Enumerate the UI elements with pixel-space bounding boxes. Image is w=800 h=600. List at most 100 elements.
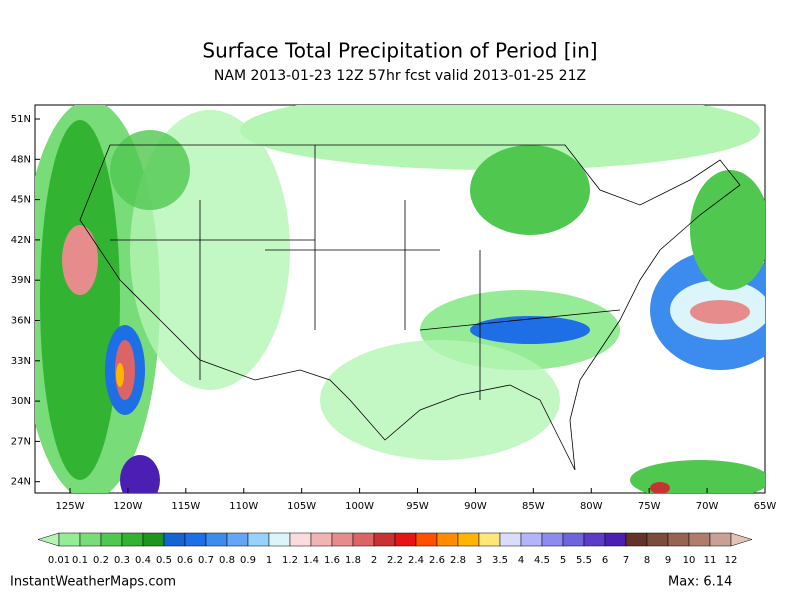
lon-label: 80W <box>580 501 603 512</box>
colorbar-box <box>226 532 249 547</box>
colorbar-label: 2.8 <box>450 555 466 566</box>
colorbar-box <box>436 532 459 547</box>
colorbar-label: 0.3 <box>114 555 130 566</box>
precip-field <box>35 105 765 493</box>
colorbar-label: 0.4 <box>135 555 151 566</box>
max-value: Max: 6.14 <box>668 575 732 590</box>
colorbar-label: 2.6 <box>429 555 445 566</box>
lon-label: 105W <box>287 501 316 512</box>
colorbar-box <box>289 532 312 547</box>
colorbar-box <box>583 532 606 547</box>
colorbar-label: 4.5 <box>534 555 550 566</box>
colorbar-label: 0.01 <box>48 555 70 566</box>
colorbar-label: 1.4 <box>303 555 319 566</box>
colorbar-box <box>79 532 102 547</box>
colorbar-end <box>730 532 753 547</box>
colorbar-box <box>352 532 375 547</box>
colorbar-label: 5.5 <box>576 555 592 566</box>
subtitle: NAM 2013-01-23 12Z 57hr fcst valid 2013-… <box>214 68 586 84</box>
colorbar-label: 7 <box>623 555 629 566</box>
colorbar-label: 12 <box>725 555 738 566</box>
colorbar-box <box>331 532 354 547</box>
colorbar-box <box>457 532 480 547</box>
lat-label: 24N <box>11 477 31 488</box>
borders <box>79 144 741 471</box>
lat-label: 45N <box>11 195 31 206</box>
colorbar-label: 1.8 <box>345 555 361 566</box>
colorbar-label: 2 <box>371 555 377 566</box>
latitude-labels: 51N 48N 45N 42N 39N 36N 33N 30N 27N 24N <box>11 114 40 488</box>
colorbar-label: 9 <box>665 555 671 566</box>
lon-label: 95W <box>406 501 429 512</box>
colorbar-box <box>247 532 270 547</box>
lon-label: 125W <box>56 501 85 512</box>
colorbar-label: 0.7 <box>198 555 214 566</box>
colorbar-box <box>709 532 732 547</box>
lat-label: 36N <box>11 316 31 327</box>
colorbar-label: 8 <box>644 555 650 566</box>
colorbar-box <box>373 532 396 547</box>
lat-label: 30N <box>11 396 31 407</box>
colorbar-label: 0.8 <box>219 555 235 566</box>
colorbar-label: 4 <box>518 555 524 566</box>
lat-label: 27N <box>11 436 31 447</box>
colorbar-box <box>667 532 690 547</box>
colorbar-label: 1.2 <box>282 555 298 566</box>
colorbar-box <box>499 532 522 547</box>
colorbar-label: 11 <box>704 555 717 566</box>
lat-label: 33N <box>11 356 31 367</box>
colorbar-label: 2.2 <box>387 555 403 566</box>
colorbar-label: 0.5 <box>156 555 172 566</box>
colorbar-label: 1 <box>266 555 272 566</box>
lat-label: 42N <box>11 235 31 246</box>
colorbar-end <box>37 532 60 547</box>
colorbar-box <box>541 532 564 547</box>
colorbar-box <box>520 532 543 547</box>
colorbar-box <box>604 532 627 547</box>
colorbar-label: 0.1 <box>72 555 88 566</box>
colorbar-label: 0.2 <box>93 555 109 566</box>
colorbar-box <box>625 532 648 547</box>
lon-label: 110W <box>229 501 258 512</box>
colorbar-box <box>478 532 501 547</box>
lat-label: 51N <box>11 114 31 125</box>
source: InstantWeatherMaps.com <box>10 575 176 590</box>
colorbar-box <box>310 532 333 547</box>
colorbar-box <box>184 532 207 547</box>
lon-label: 85W <box>522 501 545 512</box>
colorbar-label: 6 <box>602 555 608 566</box>
colorbar-label: 3 <box>476 555 482 566</box>
lon-label: 100W <box>345 501 374 512</box>
colorbar-label: 2.4 <box>408 555 424 566</box>
lon-label: 90W <box>464 501 487 512</box>
colorbar-box <box>562 532 585 547</box>
lon-label: 115W <box>171 501 200 512</box>
colorbar-label: 1.6 <box>324 555 340 566</box>
longitude-labels: 125W 120W 115W 110W 105W 100W 95W 90W 85W 80W 75W 7… <box>56 488 777 512</box>
colorbar-label: 0.9 <box>240 555 256 566</box>
lon-label: 65W <box>754 501 777 512</box>
lon-label: 70W <box>696 501 719 512</box>
colorbar-box <box>142 532 165 547</box>
lon-label: 75W <box>638 501 661 512</box>
colorbar-box <box>121 532 144 547</box>
colorbar-label: 3.5 <box>492 555 508 566</box>
colorbar-box <box>58 532 81 547</box>
colorbar: 0.01 0.1 0.2 0.3 0.4 0.5 0.6 0.7 0.8 0.9 1 1.2 1.4 1.… <box>37 532 753 566</box>
lon-label: 120W <box>113 501 142 512</box>
colorbar-box <box>646 532 669 547</box>
colorbar-label: 5 <box>560 555 566 566</box>
colorbar-box <box>100 532 123 547</box>
colorbar-box <box>163 532 186 547</box>
colorbar-box <box>415 532 438 547</box>
colorbar-box <box>205 532 228 547</box>
colorbar-box <box>688 532 711 547</box>
lat-label: 48N <box>11 154 31 165</box>
map <box>34 104 766 494</box>
colorbar-label: 10 <box>683 555 696 566</box>
lat-label: 39N <box>11 275 31 286</box>
colorbar-box <box>394 532 417 547</box>
colorbar-box <box>268 532 291 547</box>
colorbar-label: 0.6 <box>177 555 193 566</box>
